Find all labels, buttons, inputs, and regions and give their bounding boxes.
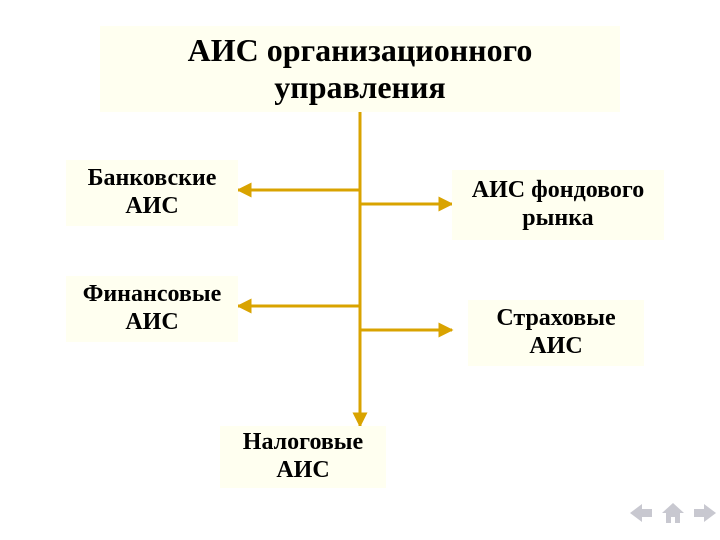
node-stock: АИС фондового рынка — [452, 170, 664, 240]
nav-controls — [628, 502, 718, 524]
node-tax: Налоговые АИС — [220, 426, 386, 488]
node-banking: Банковские АИС — [66, 160, 238, 226]
arrow-left-icon — [630, 504, 652, 522]
root-label: АИС организационного управления — [100, 32, 620, 106]
node-tax-label: Налоговые АИС — [220, 429, 386, 484]
home-icon — [662, 503, 684, 523]
root-node: АИС организационного управления — [100, 26, 620, 112]
node-insurance: Страховые АИС — [468, 300, 644, 366]
nav-forward-button[interactable] — [692, 502, 718, 524]
nav-back-button[interactable] — [628, 502, 654, 524]
arrow-right-icon — [694, 504, 716, 522]
node-financial-label: Финансовые АИС — [66, 281, 238, 336]
node-financial: Финансовые АИС — [66, 276, 238, 342]
node-banking-label: Банковские АИС — [66, 165, 238, 220]
node-stock-label: АИС фондового рынка — [452, 177, 664, 232]
node-insurance-label: Страховые АИС — [468, 305, 644, 360]
nav-home-button[interactable] — [660, 502, 686, 524]
